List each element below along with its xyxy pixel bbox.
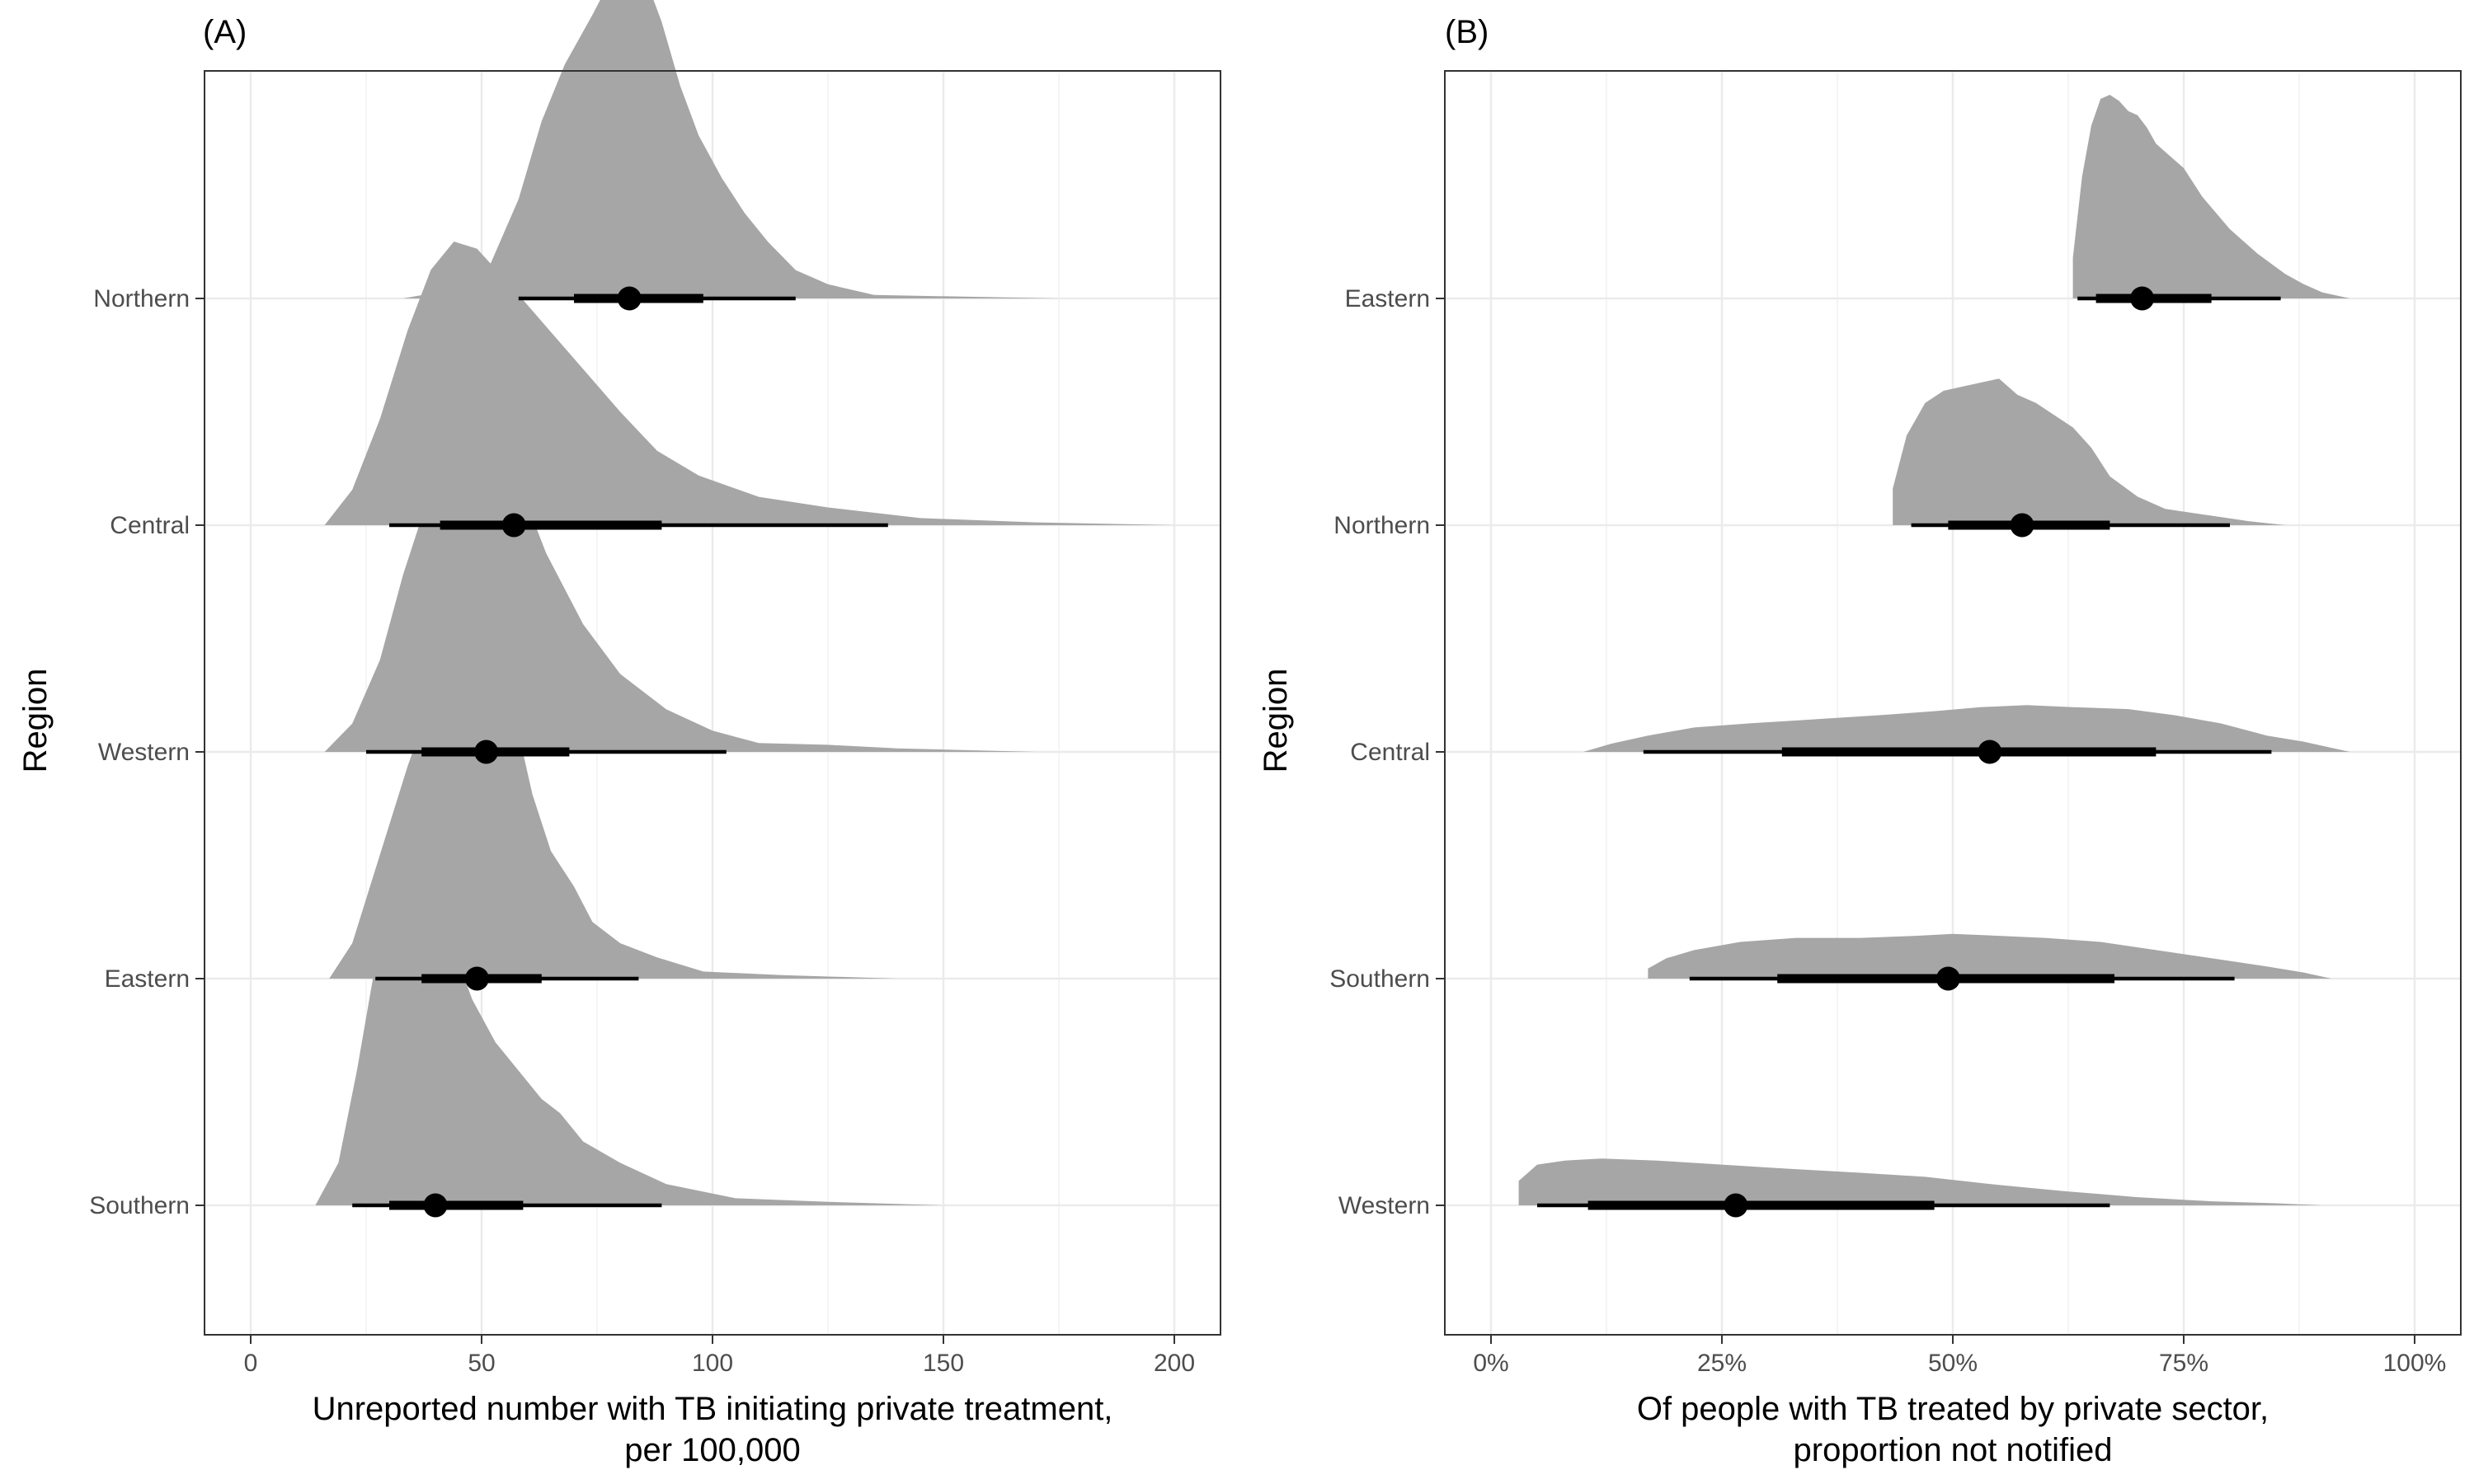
x-tick-label-0: 0 [244,1350,258,1377]
y-tick-label-southern: Southern [89,1192,190,1219]
y-tick-label-western: Western [1338,1192,1430,1219]
panel-b-y-axis-title: Region [1258,669,1294,773]
point-estimate-central [1978,740,2002,764]
point-estimate-central [501,513,526,538]
y-tick-label-eastern: Eastern [1345,285,1430,312]
x-tick-label-2: 100 [692,1350,733,1377]
density-western [324,411,1037,752]
density-eastern [329,624,897,979]
x-tick-label-3: 150 [923,1350,964,1377]
panel-a-intervals [352,286,888,1218]
panel-b-intervals [1537,286,2281,1218]
density-western [1518,1158,2322,1205]
panel-a: (A) Northern Central Western Eastern Souther… [17,0,1221,1468]
y-tick-label-western: Western [98,739,190,766]
x-tick-label-0: 0% [1473,1350,1508,1377]
density-central [1583,705,2350,752]
panel-b-y-axis: Eastern Northern Central Southern Western [1329,285,1445,1219]
panel-b-x-axis: 0% 25% 50% 75% 100% [1473,1335,2446,1377]
x-tick-label-2: 50% [1928,1350,1978,1377]
point-estimate-western [1724,1193,1748,1218]
panel-a-tag: (A) [203,14,247,50]
panel-b-density-areas [1518,95,2350,1205]
y-tick-label-eastern: Eastern [105,965,190,993]
panel-a-y-axis-title: Region [17,669,54,773]
x-tick-label-1: 50 [468,1350,495,1377]
x-tick-label-1: 25% [1697,1350,1747,1377]
panel-b-x-axis-title-line1: Of people with TB treated by private sec… [1637,1391,2269,1427]
y-tick-label-central: Central [110,512,190,539]
panel-a-x-axis: 0 50 100 150 200 [244,1335,1195,1377]
density-central [324,242,1175,525]
y-tick-label-southern: Southern [1329,965,1430,993]
point-estimate-northern [617,286,642,311]
point-estimate-southern [1935,966,1960,991]
x-tick-label-4: 200 [1154,1350,1195,1377]
density-eastern [2072,95,2350,298]
panel-a-x-axis-title-line1: Unreported number with TB initiating pri… [313,1391,1113,1427]
point-estimate-eastern [2130,286,2155,311]
panel-a-x-axis-title-line2: per 100,000 [624,1432,801,1468]
panel-b: (B) Eastern Northern Central Southern Wester… [1258,14,2462,1468]
x-tick-label-3: 75% [2159,1350,2208,1377]
density-southern [315,861,943,1205]
density-southern [1648,933,2332,979]
point-estimate-northern [2010,513,2034,538]
panel-a-density-areas [315,0,1175,1205]
point-estimate-southern [423,1193,448,1218]
density-northern [402,0,1059,298]
panel-b-tag: (B) [1445,14,1489,50]
y-tick-label-northern: Northern [93,285,190,312]
y-tick-label-northern: Northern [1333,512,1430,539]
density-northern [1893,378,2286,525]
panel-b-x-axis-title-line2: proportion not notified [1794,1432,2113,1468]
x-tick-label-4: 100% [2383,1350,2447,1377]
point-estimate-western [474,740,499,764]
panel-a-y-axis: Northern Central Western Eastern Southern [89,285,205,1219]
point-estimate-eastern [464,966,489,991]
y-tick-label-central: Central [1350,739,1430,766]
